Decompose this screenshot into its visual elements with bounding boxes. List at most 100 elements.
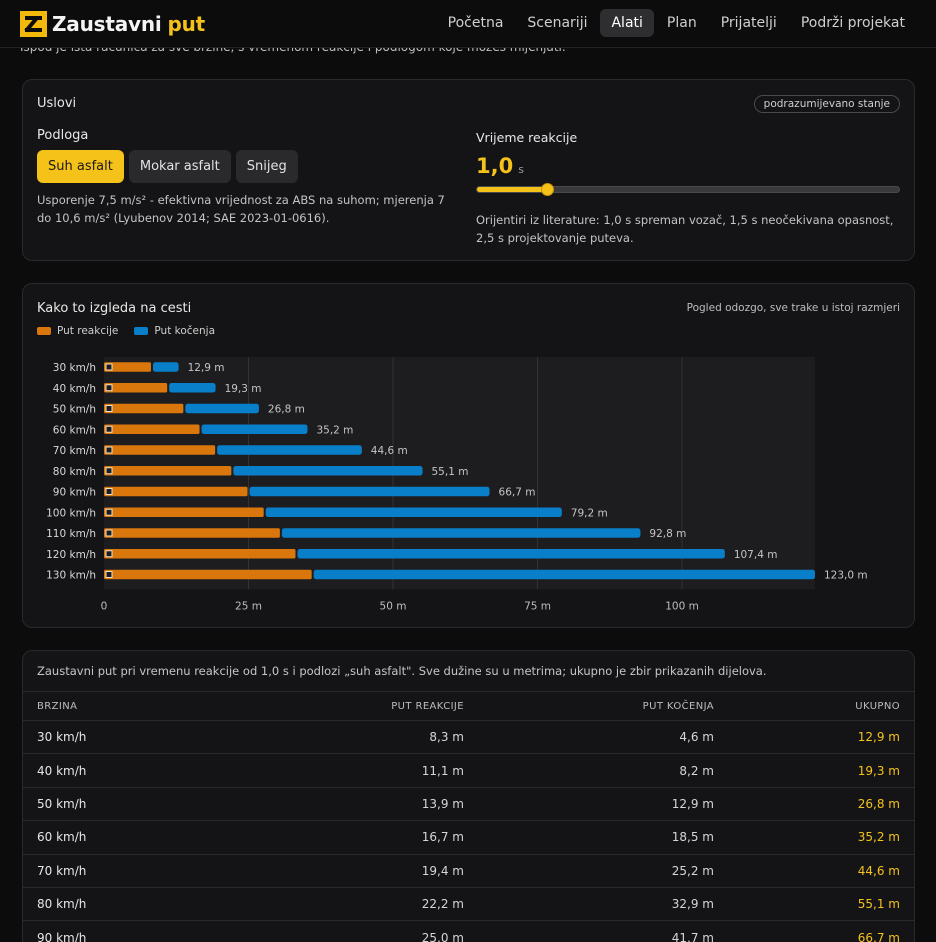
nav-prijatelji[interactable]: Prijatelji [720,15,777,31]
cell-speed: 40 km/h [23,753,223,788]
bar-total-label: 44,6 m [371,445,408,457]
bar-braking-distance [169,383,216,393]
y-category-label: 80 km/h [53,466,96,478]
table-row: 30 km/h 8,3 m 4,6 m 12,9 m [23,720,914,755]
reaction-time-note: Orijentiri iz literature: 1,0 s spreman … [476,213,894,245]
table-header-row: BRZINA PUT REAKCIJE PUT KOČENJA UKUPNO [23,691,914,721]
surface-selector: Suh asfalt Mokar asfalt Snijeg [37,150,298,183]
bar-total-label: 19,3 m [225,383,262,395]
reaction-time-unit: s [518,163,524,176]
logo-z-icon [20,11,47,37]
bar-start-marker [105,425,113,433]
bar-total-label: 79,2 m [571,507,608,519]
cell-reaction-distance: 25,0 m [223,920,478,942]
chart-title: Kako to izgleda na cesti [37,301,192,316]
bar-braking-distance [201,424,308,434]
surface-button-snow[interactable]: Snijeg [235,150,298,183]
y-category-label: 110 km/h [46,528,96,540]
bar-start-marker [105,467,113,475]
bar-start-marker [105,571,113,578]
bar-total-label: 35,2 m [316,424,353,436]
y-category-label: 50 km/h [53,404,96,416]
cell-total: 26,8 m [728,787,914,822]
nav-podrzi-projekat[interactable]: Podrži projekat [800,15,905,31]
conditions-card: Uslovi podrazumijevano stanje Podloga Su… [22,79,915,261]
bar-reaction-distance [104,362,151,372]
bar-braking-distance [313,569,815,580]
bar-reaction-distance [104,403,184,414]
cell-total: 66,7 m [728,920,914,942]
logo-text: Zaustavni [52,12,162,36]
cell-total: 35,2 m [728,820,914,855]
distance-table-card: Zaustavni put pri vremenu reakcije od 1,… [22,650,915,942]
bar-braking-distance [249,486,490,497]
bar-start-marker [105,529,113,537]
reaction-time-slider-thumb[interactable] [541,183,555,196]
bar-start-marker [105,488,113,495]
bar-braking-distance [297,549,725,559]
bar-reaction-distance [104,569,312,580]
bar-total-label: 123,0 m [824,570,868,582]
bar-reaction-distance [104,424,200,434]
bar-braking-distance [281,528,641,538]
header-total: UKUPNO [728,691,914,721]
cell-reaction-distance: 19,4 m [223,854,478,888]
header-reaction-distance: PUT REAKCIJE [223,691,478,721]
bar-total-label: 26,8 m [268,404,305,416]
cell-braking-distance: 8,2 m [478,753,728,788]
y-category-label: 100 km/h [46,507,96,519]
bar-total-label: 107,4 m [734,549,778,561]
bar-total-label: 66,7 m [499,487,536,499]
cell-speed: 30 km/h [23,720,223,755]
cell-total: 12,9 m [728,720,914,755]
table-row: 90 km/h 25,0 m 41,7 m 66,7 m [23,920,914,942]
y-category-label: 40 km/h [53,383,96,395]
reaction-time-slider-fill [477,187,548,192]
cell-braking-distance: 4,6 m [478,720,728,755]
cell-total: 55,1 m [728,887,914,922]
surface-button-dry[interactable]: Suh asfalt [37,150,124,183]
reaction-time-slider[interactable] [476,183,900,196]
bar-reaction-distance [104,549,296,559]
legend-label-reaction: Put reakcije [57,325,119,337]
x-tick-label: 25 m [235,600,262,612]
y-category-label: 130 km/h [46,570,96,582]
cell-total: 19,3 m [728,753,914,788]
bar-reaction-distance [104,466,232,476]
nav-pocetna[interactable]: Početna [447,15,504,31]
nav-plan[interactable]: Plan [666,15,697,31]
chart-legend: Put reakcije Put kočenja [37,325,215,337]
cell-reaction-distance: 16,7 m [223,820,478,855]
nav-scenariji[interactable]: Scenariji [527,15,588,31]
header-braking-distance: PUT KOČENJA [478,691,728,721]
y-category-label: 60 km/h [53,424,96,436]
cell-reaction-distance: 11,1 m [223,753,478,788]
y-category-label: 90 km/h [53,487,96,499]
table-caption: Zaustavni put pri vremenu reakcije od 1,… [37,664,767,678]
surface-button-wet[interactable]: Mokar asfalt [128,150,231,183]
bar-reaction-distance [104,486,248,497]
bar-reaction-distance [104,507,264,517]
bar-total-label: 12,9 m [188,362,225,374]
bar-start-marker [105,363,113,371]
top-navigation-bar: Zaustavni put Početna Scenariji Alati Pla… [0,0,936,48]
cell-total: 44,6 m [728,854,914,888]
cell-speed: 70 km/h [23,854,223,888]
bar-total-label: 92,8 m [649,528,686,540]
header-speed: BRZINA [23,691,223,721]
bar-braking-distance [217,445,362,455]
reaction-time-value: 1,0 [476,154,514,178]
bar-start-marker [105,384,113,392]
table-row: 80 km/h 22,2 m 32,9 m 55,1 m [23,887,914,922]
cell-braking-distance: 41,7 m [478,920,728,942]
stopping-distance-chart: 0 25 m 50 m 75 m 100 m 30 km/h 12,9 m 40 km/h 19… [46,357,868,612]
reset-default-button[interactable]: podrazumijevano stanje [753,95,900,113]
reaction-time-readout: 1,0 s [476,154,524,178]
logo-accent-text: put [167,12,206,36]
table-row: 40 km/h 11,1 m 8,2 m 19,3 m [23,753,914,788]
site-logo[interactable]: Zaustavni put [20,10,205,38]
cell-speed: 50 km/h [23,787,223,822]
legend-label-braking: Put kočenja [154,325,216,337]
nav-alati[interactable]: Alati [600,9,654,37]
bar-reaction-distance [104,528,280,538]
